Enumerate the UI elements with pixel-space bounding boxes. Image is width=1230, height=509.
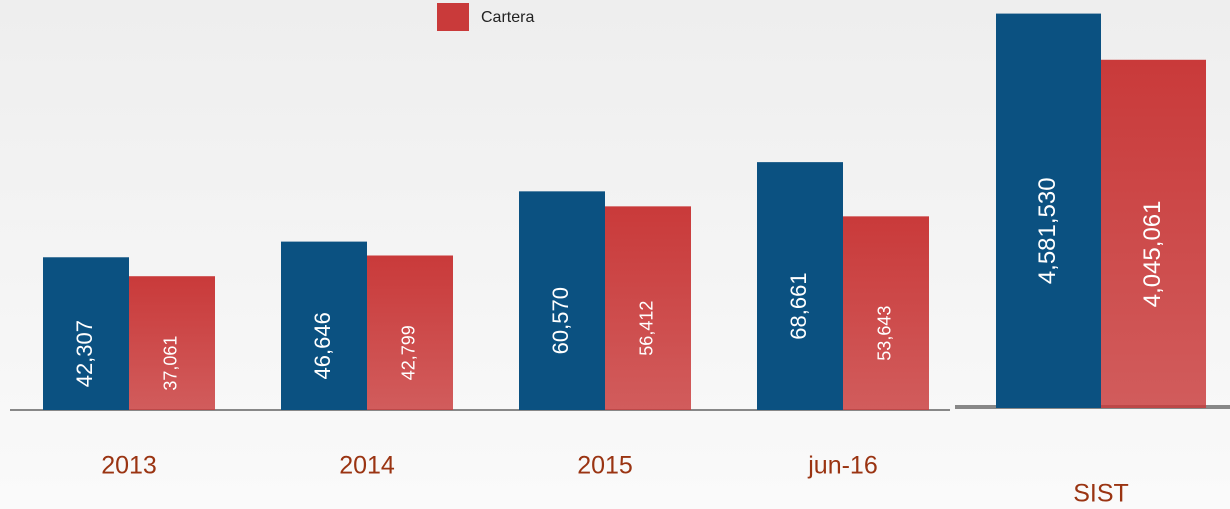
x-tick-label: SIST xyxy=(1073,480,1129,508)
bar xyxy=(43,257,129,410)
bar xyxy=(367,255,453,410)
x-tick-label: 2015 xyxy=(577,452,633,480)
data-label: 68,661 xyxy=(786,272,811,339)
data-label: 60,570 xyxy=(548,287,573,354)
x-tick-label: 2014 xyxy=(339,452,395,480)
data-label: 46,646 xyxy=(310,312,335,379)
legend-swatch xyxy=(437,3,469,31)
bar xyxy=(843,216,929,410)
bar xyxy=(281,241,367,410)
data-label: 53,643 xyxy=(875,306,895,361)
x-tick-label: jun-16 xyxy=(807,452,878,480)
bar xyxy=(519,191,605,410)
data-label: 42,307 xyxy=(72,320,97,387)
bar xyxy=(1101,59,1206,408)
bar xyxy=(757,162,843,410)
data-label: 42,799 xyxy=(399,325,419,380)
data-label: 4,581,530 xyxy=(1034,177,1061,284)
data-label: 56,412 xyxy=(637,301,657,356)
bar xyxy=(996,13,1101,408)
x-tick-label: 2013 xyxy=(101,452,157,480)
bar xyxy=(129,276,215,410)
bar xyxy=(605,206,691,410)
data-label: 4,045,061 xyxy=(1139,200,1166,307)
legend-label: Cartera xyxy=(481,9,534,26)
data-label: 37,061 xyxy=(161,336,181,391)
